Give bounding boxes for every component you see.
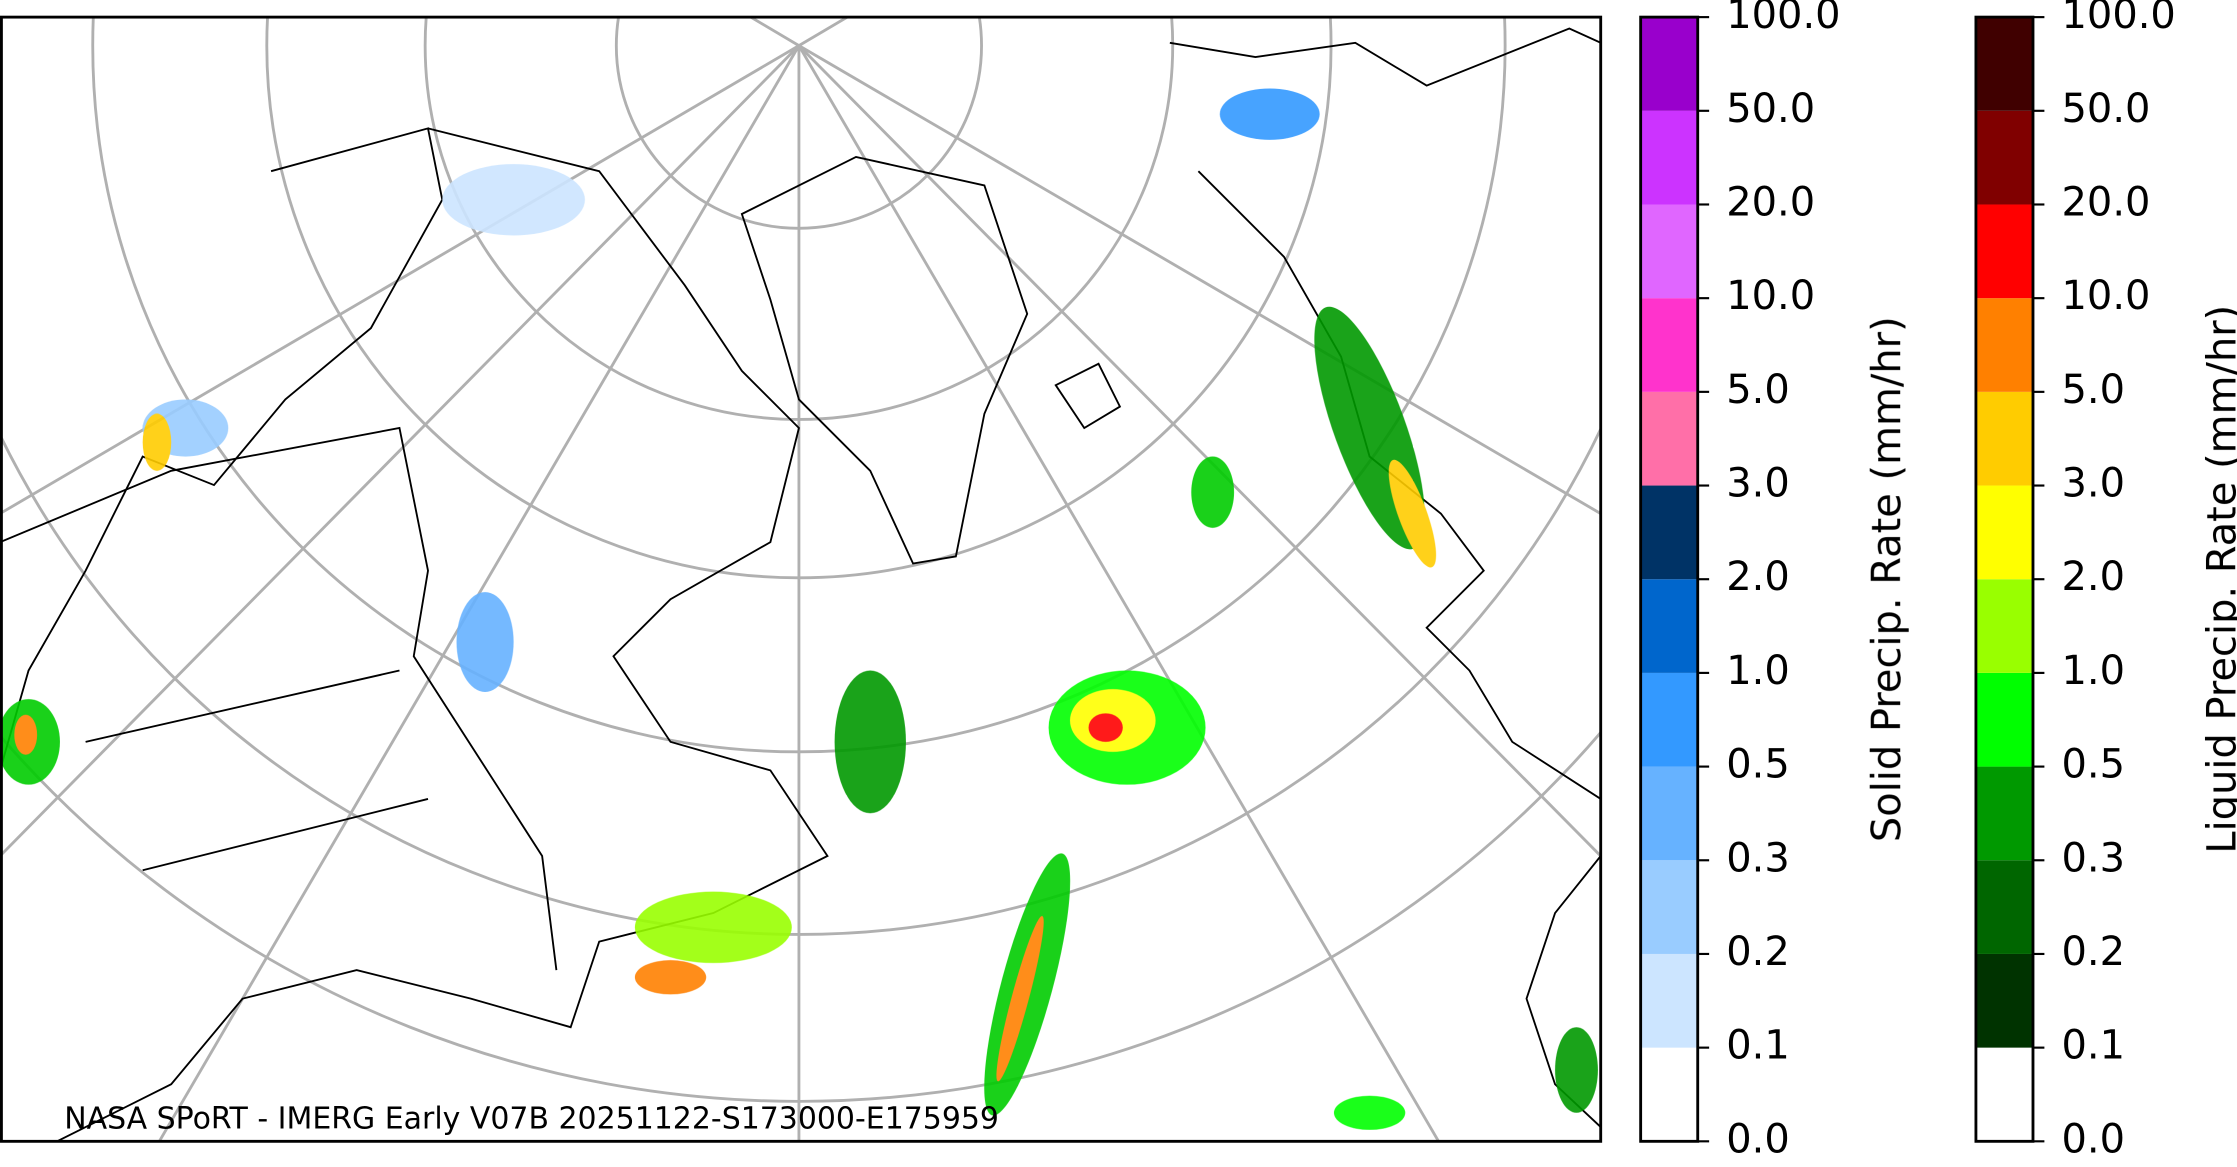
tick-label: 100.0 [1726,0,1840,38]
tick-label: 5.0 [2062,367,2126,413]
map: NASA SPoRT - IMERG Early V07B 20251122-S… [1,17,1601,1142]
color-bin [1975,17,2033,111]
tick-label: 1.0 [2062,648,2126,694]
tick-label: 5.0 [1726,367,1790,413]
color-bin [1640,1047,1698,1142]
tick-label: 0.5 [1726,742,1790,788]
map-frame [0,15,1603,1143]
tick-label: 20.0 [2062,179,2151,225]
color-bin [1640,298,1698,392]
color-bin [1640,110,1698,205]
tick-label: 1.0 [1726,648,1790,694]
color-bin [1975,860,2033,954]
tick-label: 2.0 [2062,554,2126,600]
tick-label: 20.0 [1726,179,1815,225]
color-bin [1640,672,1698,767]
credit: NASA SPoRT - IMERG Early V07B 20251122-S… [64,1101,999,1136]
tick-label: 2.0 [1726,554,1790,600]
tick-label: 0.1 [2062,1023,2126,1069]
tick-label: 0.3 [2062,835,2126,881]
color-bin [1975,672,2033,767]
colorbar-label: Solid Precip. Rate (mm/hr) [1864,316,1910,842]
tick-label: 0.0 [1726,1116,1790,1162]
colorbar-label: Liquid Precip. Rate (mm/hr) [2200,305,2237,854]
precipitation [1,88,1598,1130]
color-bin [1640,579,1698,673]
color-bin [1640,17,1698,111]
tick-label: 0.1 [1726,1023,1790,1069]
tick-label: 100.0 [2062,0,2176,38]
tick-label: 0.0 [2062,1116,2126,1162]
coastlines [1,27,1601,1142]
tick-label: 0.2 [2062,929,2126,975]
tick-label: 50.0 [2062,86,2151,132]
color-bin [1975,1047,2033,1142]
color-bin [1640,953,1698,1048]
color-bin [1640,485,1698,580]
color-bin [1975,298,2033,392]
color-bin [1975,766,2033,861]
color-bin [1640,766,1698,861]
tick-label: 0.5 [2062,742,2126,788]
color-bin [1975,204,2033,299]
color-bin [1975,485,2033,580]
tick-label: 3.0 [2062,461,2126,507]
color-bin [1640,860,1698,954]
colorbars: 0.0 0.1 0.2 0.3 0.5 1.0 2.0 3.0 5.0 10.0 20.0 50.0 1… [1639,0,2237,1162]
tick-label: 10.0 [2062,273,2151,319]
tick-label: 50.0 [1726,86,1815,132]
color-bin [1640,204,1698,299]
color-bin [1975,391,2033,486]
tick-label: 3.0 [1726,461,1790,507]
color-bin [1640,391,1698,486]
color-bin [1975,579,2033,673]
tick-label: 0.2 [1726,929,1790,975]
tick-label: 0.3 [1726,835,1790,881]
color-bin [1975,953,2033,1048]
color-bin [1975,110,2033,205]
tick-label: 10.0 [1726,273,1815,319]
